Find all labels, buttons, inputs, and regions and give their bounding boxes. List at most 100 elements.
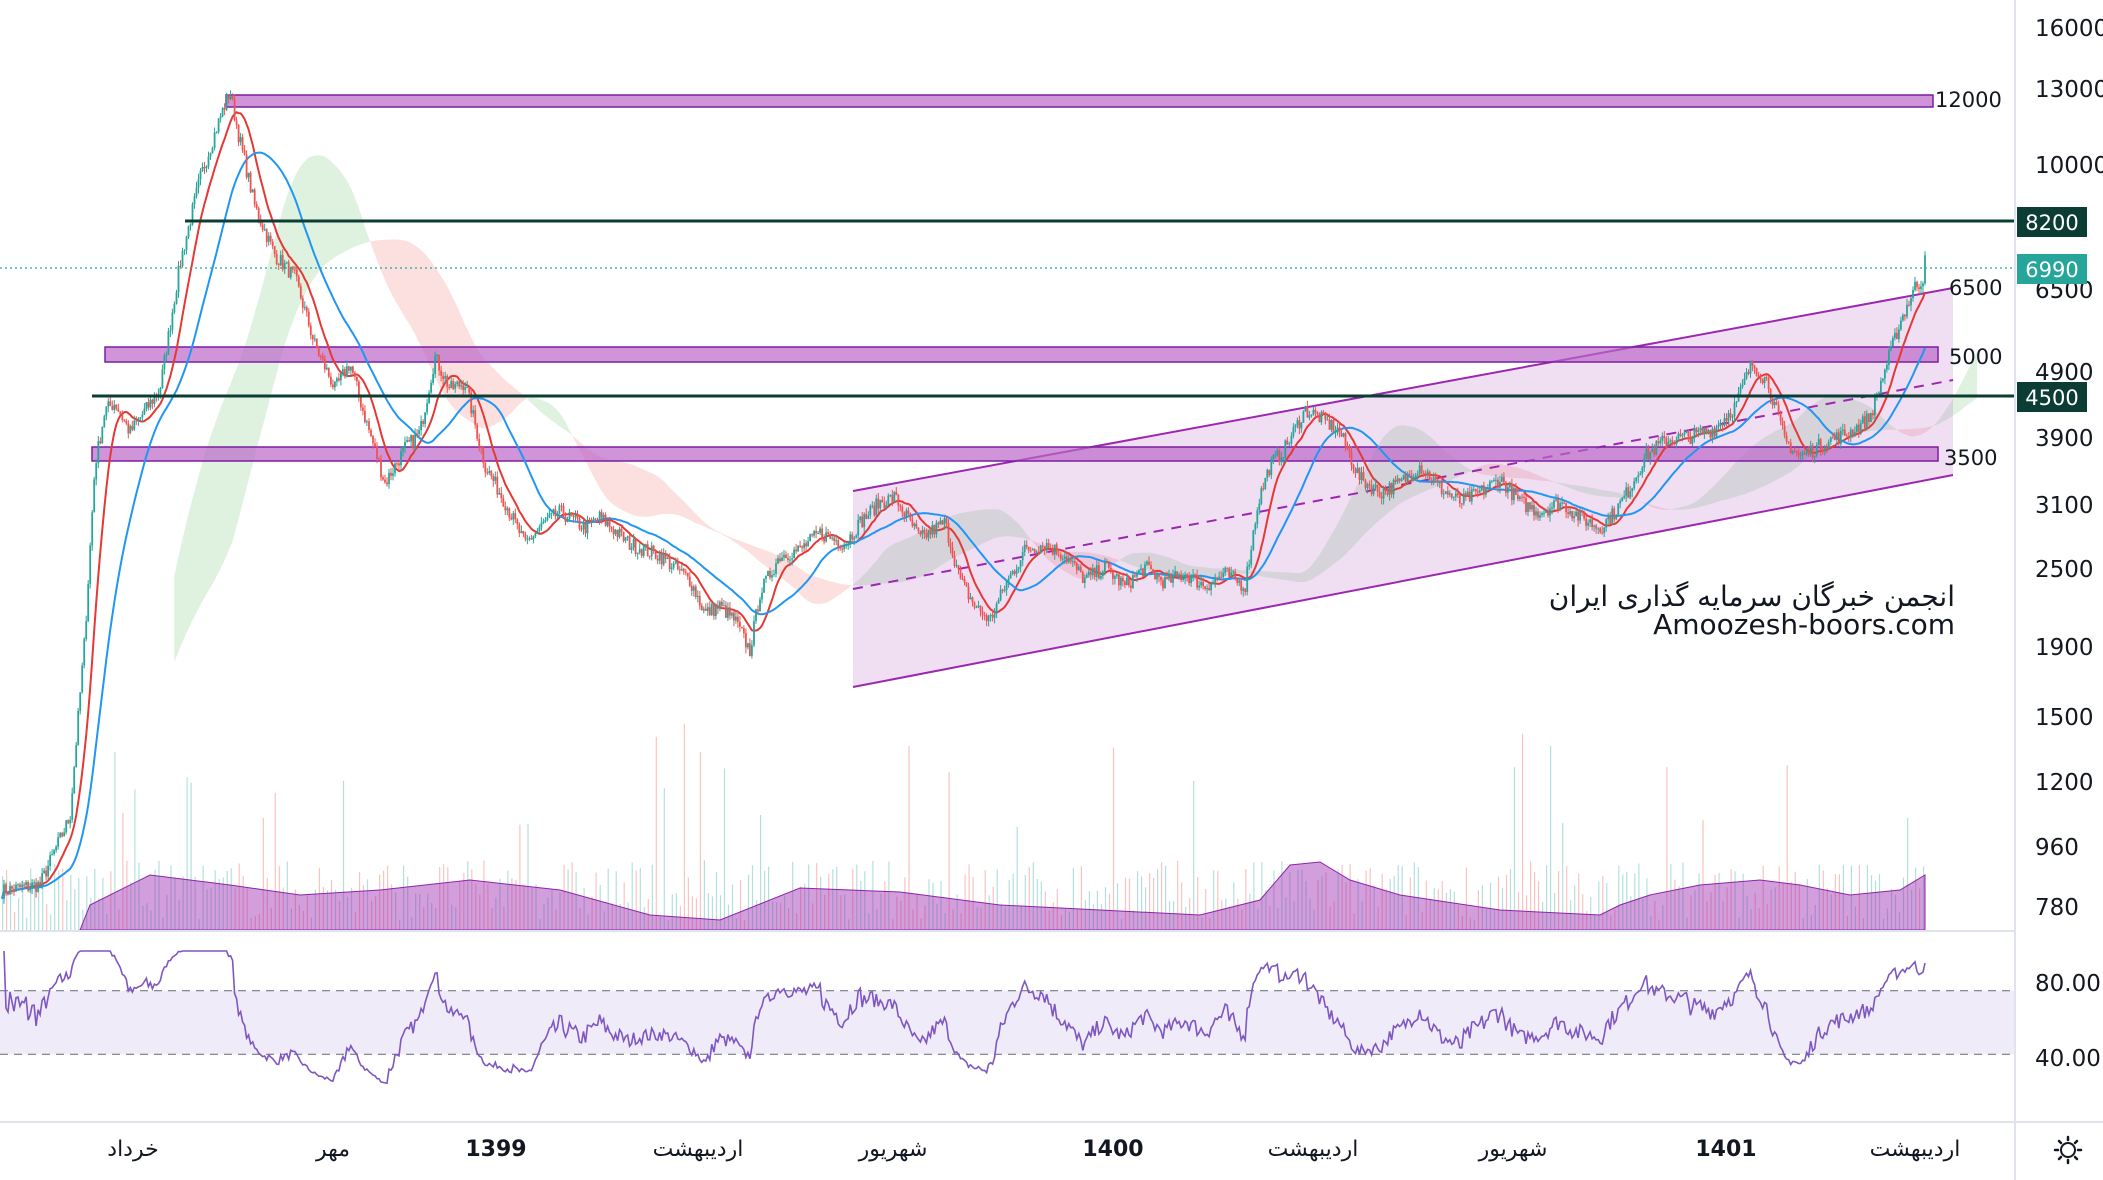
- candle-body: [1807, 449, 1810, 455]
- candle-body: [1312, 410, 1315, 415]
- candle-body: [1454, 493, 1457, 497]
- volume-bar: [944, 913, 946, 930]
- candle-body: [1480, 485, 1483, 491]
- candle-body: [901, 506, 904, 513]
- candle-body: [420, 421, 422, 431]
- candle-body: [1791, 450, 1794, 454]
- candle-body: [332, 384, 334, 388]
- horizontal-levels: [0, 219, 2015, 398]
- candle-body: [1182, 578, 1184, 580]
- candle-body: [1912, 290, 1914, 299]
- gear-icon[interactable]: [2053, 1135, 2083, 1165]
- candle-body: [1382, 488, 1385, 499]
- volume-bar: [1854, 906, 1856, 930]
- candle-body: [660, 553, 663, 565]
- volume-bar: [1305, 880, 1307, 930]
- candle-body: [1577, 511, 1579, 521]
- volume-bar: [868, 913, 870, 930]
- candle-body: [981, 611, 984, 616]
- channel-lower-line: [852, 474, 1954, 688]
- volume-bar: [663, 788, 665, 930]
- candle-body: [47, 865, 49, 877]
- candle-body: [903, 512, 906, 517]
- volume-bar: [1341, 865, 1343, 930]
- candle-body: [1252, 530, 1255, 550]
- candle-body: [1551, 507, 1553, 509]
- candle-body: [1234, 571, 1237, 578]
- candle-body: [293, 269, 296, 271]
- volume-bar: [591, 896, 593, 930]
- candle-body: [706, 607, 709, 611]
- candle-body: [394, 463, 396, 474]
- volume-bar: [735, 918, 738, 930]
- candle-body: [75, 744, 78, 768]
- candle-body: [45, 870, 47, 877]
- candle-body: [997, 600, 1000, 604]
- candle-body: [11, 886, 13, 889]
- candle-body: [775, 563, 777, 574]
- candle-body: [1364, 480, 1367, 489]
- volume-bar: [1429, 899, 1431, 930]
- candle-body: [1713, 428, 1716, 437]
- volume-bar: [1461, 915, 1463, 930]
- volume-bar: [379, 874, 381, 930]
- volume-bar: [294, 889, 296, 930]
- candle-body: [845, 544, 848, 546]
- candle-body: [1244, 588, 1247, 592]
- volume-bar: [1441, 880, 1443, 930]
- volume-bar: [443, 864, 445, 930]
- candle-body: [917, 527, 920, 532]
- price-axis[interactable]: 16000 13000 10000 6500 4900 3900 3100 25…: [2035, 16, 2103, 921]
- rsi-line: [3, 950, 1926, 1085]
- candle-body: [636, 552, 639, 554]
- candle-body: [1663, 436, 1666, 438]
- candle-body: [630, 547, 633, 550]
- volume-bar: [1124, 877, 1127, 930]
- candle-body: [468, 386, 471, 393]
- volume-bar: [122, 812, 124, 930]
- candle-body: [1124, 581, 1126, 585]
- candle-body: [877, 498, 880, 509]
- candle-body: [287, 262, 290, 278]
- candle-body: [985, 615, 988, 621]
- candle-body: [227, 94, 230, 100]
- candle-body: [749, 643, 751, 656]
- time-axis[interactable]: خرداد مهر 1399 اردیبهشت شهریور 1400 اردی…: [107, 1137, 1960, 1162]
- volume-bar: [615, 871, 617, 930]
- candle-body: [1769, 388, 1772, 399]
- candle-body: [15, 884, 17, 892]
- candle-body: [1396, 478, 1399, 482]
- time-label: مهر: [315, 1137, 350, 1162]
- candle-body: [710, 603, 713, 615]
- candle-body: [1725, 418, 1728, 421]
- candle-body: [1248, 564, 1251, 567]
- candle-body: [1587, 522, 1589, 526]
- candle-body: [219, 116, 222, 119]
- candle-body: [676, 561, 679, 570]
- candle-body: [871, 505, 874, 507]
- ma-slow-line: [1, 151, 1926, 899]
- volume-bar: [1550, 745, 1552, 930]
- candle-body: [410, 435, 412, 442]
- candle-body: [428, 392, 430, 404]
- candle-body: [1061, 558, 1064, 560]
- candle-body: [175, 292, 178, 304]
- volume-bar: [952, 909, 954, 930]
- candle-body: [1547, 510, 1549, 516]
- volume-bar: [1157, 869, 1159, 930]
- volume-bar: [182, 876, 184, 930]
- cloud-segment: [1933, 351, 1978, 427]
- volume-bar: [371, 900, 373, 930]
- candle-body: [229, 96, 232, 99]
- volume-bar: [134, 789, 136, 930]
- time-label: شهریور: [1478, 1137, 1548, 1162]
- candle-body: [1009, 573, 1012, 579]
- candle-body: [1472, 489, 1475, 491]
- candle-body: [656, 558, 659, 561]
- volume-bar: [455, 907, 457, 930]
- candle-body: [1501, 476, 1503, 482]
- candle-body: [1669, 440, 1672, 442]
- candle-body: [27, 882, 29, 891]
- candle-body: [1569, 511, 1571, 515]
